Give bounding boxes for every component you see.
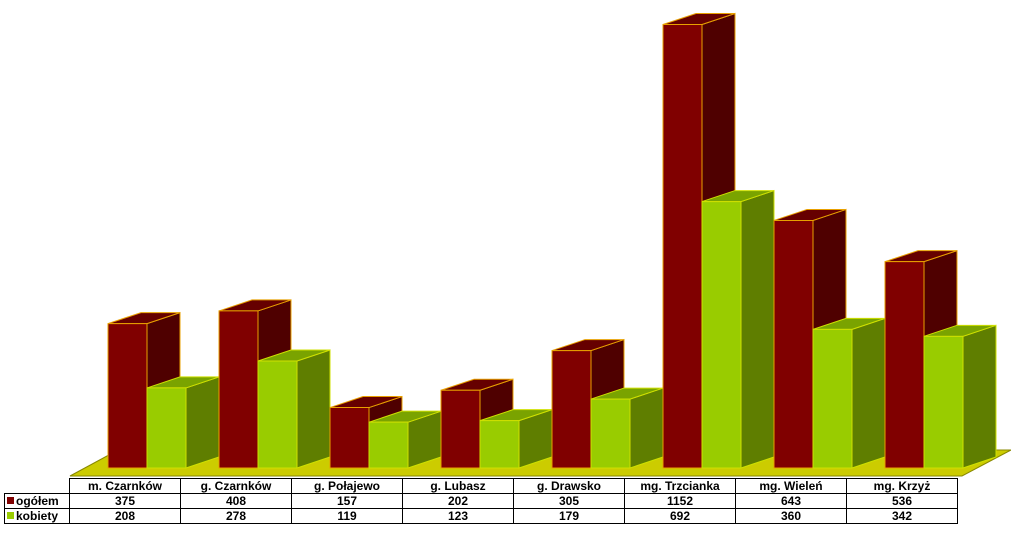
category-header: m. Czarnków	[69, 478, 181, 494]
bar-kobiety-side	[296, 349, 331, 469]
legend-label: kobiety	[16, 509, 59, 523]
category-header: g. Połajewo	[291, 478, 403, 494]
bar-kobiety	[146, 387, 187, 469]
category-header: g. Drawsko	[513, 478, 625, 494]
data-label: 202	[402, 493, 514, 509]
category-header: mg. Krzyż	[846, 478, 958, 494]
bar-ogolem	[551, 350, 592, 469]
data-label: 643	[735, 493, 847, 509]
legend-swatch-kobiety	[7, 512, 14, 519]
bar-kobiety	[257, 360, 298, 469]
legend-entry-kobiety: kobiety	[4, 508, 70, 524]
bar-kobiety	[479, 420, 520, 469]
bar-ogolem	[440, 389, 481, 469]
legend-label: ogółem	[16, 494, 59, 508]
data-label: 692	[624, 508, 736, 524]
table-header-row: m. Czarnków g. Czarnków g. Połajewo g. L…	[5, 478, 958, 494]
data-label: 1152	[624, 493, 736, 509]
data-label: 536	[846, 493, 958, 509]
legend-entry-ogolem: ogółem	[4, 493, 70, 509]
data-label: 208	[69, 508, 181, 524]
chart-plot	[69, 12, 1011, 477]
data-label: 123	[402, 508, 514, 524]
data-label: 179	[513, 508, 625, 524]
bar-ogolem	[329, 407, 370, 469]
category-header: mg. Trzcianka	[624, 478, 736, 494]
bar-kobiety-side	[851, 317, 886, 469]
data-label: 360	[735, 508, 847, 524]
bar-kobiety	[812, 328, 853, 469]
data-label: 408	[180, 493, 292, 509]
bar-ogolem	[884, 261, 925, 469]
data-label: 157	[291, 493, 403, 509]
bar-kobiety-side	[629, 387, 664, 469]
table-row-ogolem: ogółem 375 408 157 202 305 1152 643 536	[4, 493, 958, 509]
bar-ogolem	[107, 323, 148, 469]
bar-kobiety-side	[962, 324, 997, 469]
bar-kobiety-side	[185, 376, 220, 469]
bar-ogolem	[773, 219, 814, 469]
category-header: g. Czarnków	[180, 478, 292, 494]
data-label: 375	[69, 493, 181, 509]
data-label: 305	[513, 493, 625, 509]
bar-kobiety	[590, 398, 631, 469]
data-label: 119	[291, 508, 403, 524]
data-label: 278	[180, 508, 292, 524]
data-table: m. Czarnków g. Czarnków g. Połajewo g. L…	[4, 478, 958, 524]
legend-swatch-ogolem	[7, 497, 14, 504]
bar-kobiety	[923, 335, 964, 469]
data-label: 342	[846, 508, 958, 524]
bar-kobiety	[368, 421, 409, 469]
bar-ogolem	[218, 310, 259, 469]
category-header: g. Lubasz	[402, 478, 514, 494]
table-row-kobiety: kobiety 208 278 119 123 179 692 360 342	[4, 508, 958, 524]
bar-ogolem	[662, 23, 703, 469]
category-header: mg. Wieleń	[735, 478, 847, 494]
bar-kobiety-side	[740, 189, 775, 469]
bar-kobiety	[701, 201, 742, 469]
